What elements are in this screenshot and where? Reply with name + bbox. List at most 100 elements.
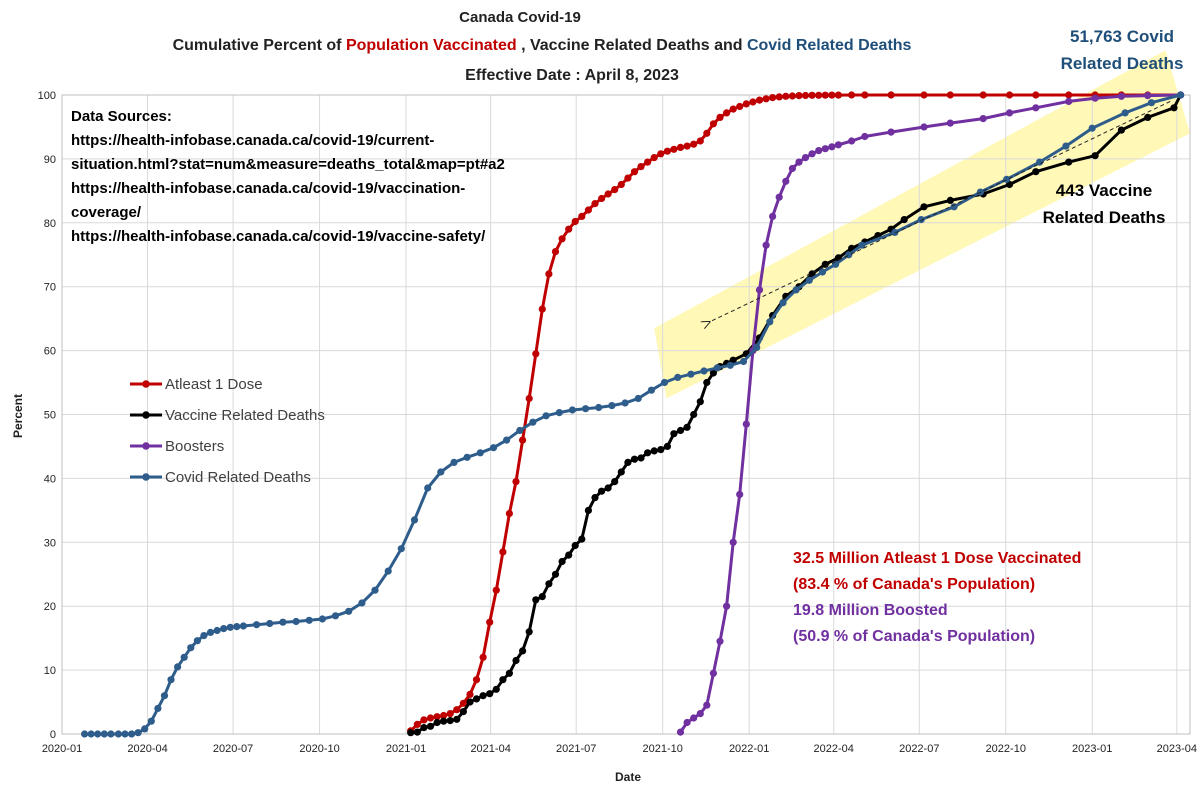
x-tick-label: 2023-04 xyxy=(1157,743,1197,755)
legend: Atleast 1 Dose Vaccine Related Deaths Boos… xyxy=(130,376,325,486)
data-point xyxy=(795,158,803,166)
data-point xyxy=(788,92,797,100)
data-point xyxy=(753,343,761,351)
data-point xyxy=(1065,158,1073,166)
data-point xyxy=(459,699,467,707)
data-point xyxy=(472,676,481,684)
data-point xyxy=(1065,91,1073,99)
data-source-line: situation.html?stat=num&measure=deaths_t… xyxy=(71,156,505,173)
data-point xyxy=(858,241,866,249)
data-point xyxy=(1032,168,1040,176)
trend-line xyxy=(710,100,1171,321)
data-point xyxy=(141,725,149,733)
data-point xyxy=(413,728,421,736)
data-point xyxy=(426,722,435,730)
data-source-line: https://health-infobase.canada.ca/covid-… xyxy=(71,180,465,197)
data-point xyxy=(453,706,461,714)
x-tick-label: 2022-07 xyxy=(899,743,939,755)
data-point xyxy=(808,150,816,158)
data-point xyxy=(920,203,928,211)
data-point xyxy=(154,704,162,713)
data-point xyxy=(621,399,629,407)
data-point xyxy=(279,618,287,626)
data-point xyxy=(861,132,869,141)
data-point xyxy=(742,100,750,108)
x-tick-label: 2020-01 xyxy=(42,743,82,755)
x-tick-label: 2021-10 xyxy=(642,743,682,755)
y-tick-label: 10 xyxy=(44,665,56,677)
data-point xyxy=(946,196,954,204)
x-tick-label: 2021-07 xyxy=(556,743,596,755)
data-point xyxy=(703,701,711,709)
data-point xyxy=(657,150,665,158)
data-point xyxy=(160,692,169,700)
series-group xyxy=(81,91,1185,738)
data-point xyxy=(503,436,511,444)
data-point xyxy=(545,580,553,588)
covid-deaths-label: Related Deaths xyxy=(1061,54,1184,73)
data-point xyxy=(446,717,454,725)
data-point xyxy=(598,194,606,203)
data-point xyxy=(551,248,560,256)
data-sources-annotation: Data Sources: https://health-infobase.can… xyxy=(71,108,505,245)
data-point xyxy=(736,102,744,111)
data-point xyxy=(1144,113,1152,121)
subtitle-part: Covid Related Deaths xyxy=(747,37,912,54)
trend-arrow xyxy=(710,100,1171,321)
data-point xyxy=(584,206,593,214)
vaccine-deaths-annotation: 443 Vaccine Related Deaths xyxy=(1043,181,1166,227)
data-point xyxy=(663,147,672,155)
data-point xyxy=(512,478,520,486)
data-point xyxy=(634,394,642,403)
data-point xyxy=(565,225,573,233)
data-source-line: Data Sources: xyxy=(71,108,172,125)
data-point xyxy=(519,647,527,655)
y-tick-label: 70 xyxy=(44,282,56,294)
x-tick-label: 2023-01 xyxy=(1072,743,1112,755)
data-point xyxy=(121,730,129,738)
trend-highlight-band xyxy=(654,50,1190,399)
data-point xyxy=(571,217,579,226)
data-point xyxy=(946,91,954,99)
legend-marker xyxy=(142,473,150,481)
data-point xyxy=(1117,92,1125,100)
data-point xyxy=(489,444,498,452)
data-point xyxy=(696,137,704,145)
data-point xyxy=(690,714,698,722)
data-point xyxy=(410,516,419,524)
data-point xyxy=(726,361,734,369)
data-point xyxy=(755,96,764,104)
data-point xyxy=(801,91,810,100)
data-point xyxy=(200,632,208,640)
y-tick-label: 80 xyxy=(44,218,56,230)
data-point xyxy=(595,403,603,412)
data-point xyxy=(674,373,682,381)
data-point xyxy=(1147,99,1156,107)
data-point xyxy=(555,409,563,417)
data-point xyxy=(690,410,698,419)
data-point xyxy=(650,447,658,455)
data-point xyxy=(424,484,432,492)
data-point xyxy=(703,129,711,137)
data-point xyxy=(848,91,856,99)
data-point xyxy=(805,276,813,284)
data-point xyxy=(358,599,366,607)
data-point xyxy=(519,436,527,444)
y-axis-label: Percent xyxy=(11,394,25,438)
data-point xyxy=(779,299,787,307)
data-point xyxy=(239,622,247,630)
data-point xyxy=(887,128,895,136)
data-point xyxy=(538,593,546,601)
data-point xyxy=(828,143,836,151)
data-point xyxy=(723,602,731,610)
data-point xyxy=(788,164,797,173)
vaccine-deaths-label: Related Deaths xyxy=(1043,208,1166,227)
vaccine-deaths-label: 443 Vaccine xyxy=(1056,181,1152,200)
legend-item: Atleast 1 Dose xyxy=(130,376,263,393)
data-point xyxy=(167,676,175,684)
x-tick-label: 2021-01 xyxy=(386,743,426,755)
data-point xyxy=(782,177,790,185)
data-point xyxy=(532,350,540,358)
data-point xyxy=(413,720,421,729)
data-point xyxy=(437,468,445,476)
